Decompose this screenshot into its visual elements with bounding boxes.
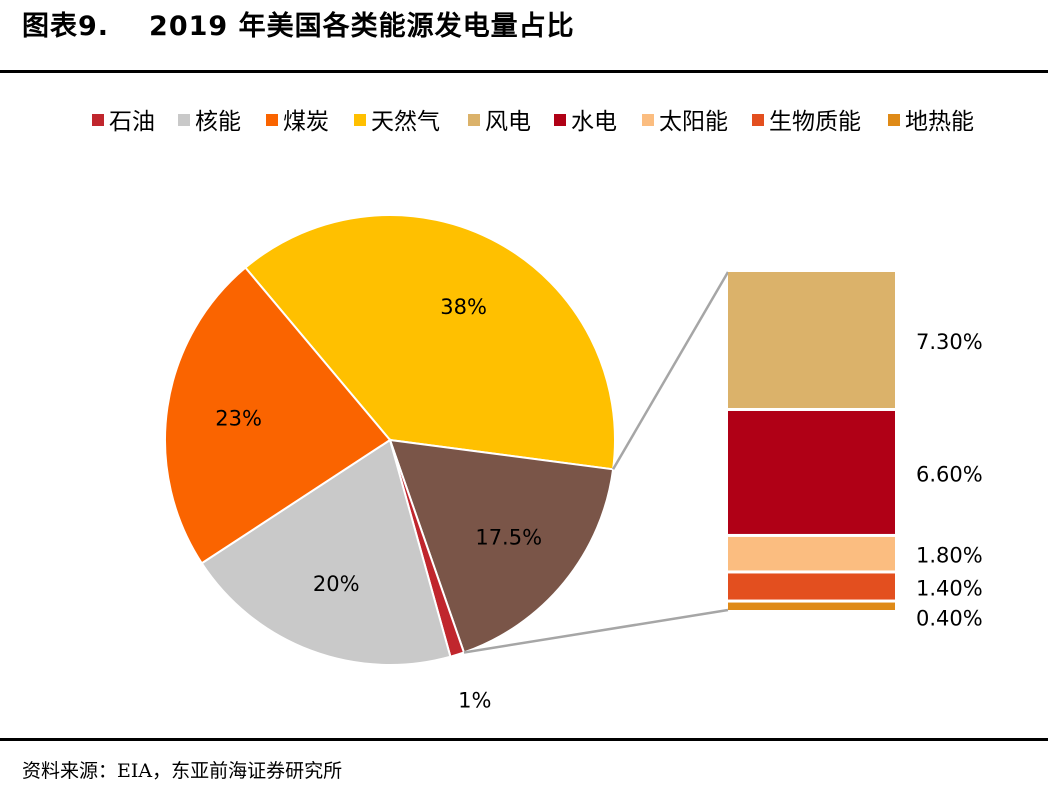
connector-top — [612, 271, 730, 470]
bar-segment-2 — [728, 536, 895, 571]
legend-swatch-0 — [92, 114, 104, 126]
bar-segment-1 — [728, 410, 895, 534]
legend-label-3: 天然气 — [371, 109, 440, 135]
figure-title: 图表9. 2019 年美国各类能源发电量占比 — [22, 4, 575, 43]
connector-bottom — [463, 608, 729, 654]
bar-segment-4 — [728, 602, 895, 610]
pie-slice-4 — [164, 266, 392, 565]
legend-label-1: 核能 — [195, 109, 241, 135]
legend-label-7: 生物质能 — [769, 109, 861, 135]
source-note: 资料来源：EIA，东亚前海证券研究所 — [22, 760, 343, 782]
pie-label-3: 20% — [313, 572, 360, 596]
legend-swatch-2 — [266, 114, 278, 126]
breakdown-bar — [728, 272, 895, 610]
legend-swatch-3 — [354, 114, 366, 126]
bar-segment-0 — [728, 272, 895, 408]
pie-label-1: 17.5% — [475, 526, 542, 550]
pie-label-4: 23% — [215, 407, 262, 431]
bottom-rule — [0, 738, 1048, 741]
bar-segment-3 — [728, 573, 895, 600]
connector-lines — [463, 271, 730, 654]
pie-label-2: 1% — [458, 688, 491, 712]
legend-swatch-8 — [888, 114, 900, 126]
legend-label-5: 水电 — [571, 109, 617, 135]
bar-label-1: 6.60% — [916, 463, 983, 487]
bar-label-2: 1.80% — [916, 544, 983, 568]
legend-label-4: 风电 — [485, 109, 531, 135]
data-labels: 38% 17.5% 1% 20% 23% 7.30% 6.60% 1.80% 1.40% 0.40… — [215, 295, 982, 712]
chart-title: 2019 年美国各类能源发电量占比 — [149, 11, 575, 42]
legend-swatch-7 — [752, 114, 764, 126]
pie — [164, 214, 616, 666]
legend-label-0: 石油 — [109, 109, 155, 135]
legend-swatch-5 — [554, 114, 566, 126]
legend-label-6: 太阳能 — [659, 109, 728, 135]
legend-label-8: 地热能 — [905, 109, 974, 135]
legend: 石油 核能 煤炭 天然气 风电 水电 太阳能 生物质能 地热能 — [92, 109, 974, 135]
bar-label-4: 0.40% — [916, 607, 983, 631]
pie-slice-0 — [243, 214, 616, 471]
bar-label-0: 7.30% — [916, 330, 983, 354]
legend-swatch-6 — [642, 114, 654, 126]
legend-swatch-1 — [178, 114, 190, 126]
pie-slice-3 — [200, 438, 452, 666]
bar-label-3: 1.40% — [916, 577, 983, 601]
top-rule — [0, 70, 1048, 73]
legend-label-2: 煤炭 — [283, 109, 329, 135]
legend-swatch-4 — [468, 114, 480, 126]
pie-label-0: 38% — [440, 295, 487, 319]
figure-number: 图表9. — [22, 11, 110, 42]
